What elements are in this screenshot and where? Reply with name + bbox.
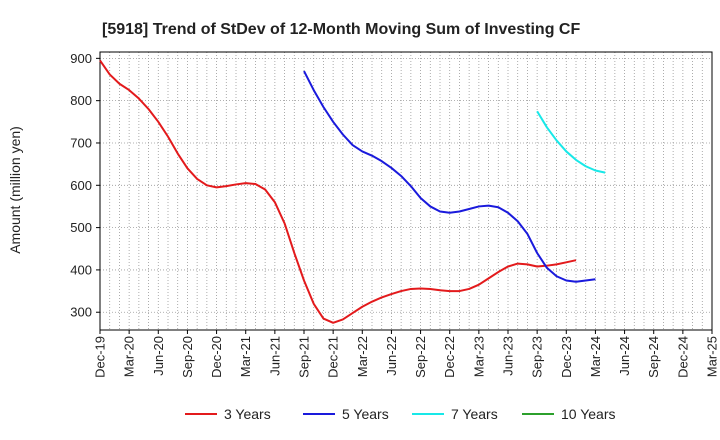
- legend-item-3-years: 3 Years: [185, 406, 271, 422]
- x-tick-label: Jun-20: [151, 336, 166, 376]
- y-tick-label: 800: [70, 93, 92, 108]
- x-tick-label: Jun-22: [384, 336, 399, 376]
- x-tick-label: Dec-21: [326, 336, 341, 378]
- x-tick-label: Mar-25: [705, 336, 720, 377]
- x-tick-label: Dec-23: [559, 336, 574, 378]
- chart-title: [5918] Trend of StDev of 12-Month Moving…: [102, 21, 580, 38]
- x-tick-label: Mar-21: [238, 336, 253, 377]
- y-tick-label: 500: [70, 220, 92, 235]
- x-tick-label: Mar-20: [122, 336, 137, 377]
- legend-label: 10 Years: [561, 406, 616, 422]
- x-tick-label: Sep-20: [180, 336, 195, 378]
- y-tick-label: 300: [70, 305, 92, 320]
- x-tick-label: Dec-19: [93, 336, 108, 378]
- y-tick-label: 600: [70, 178, 92, 193]
- x-tick-label: Sep-22: [413, 336, 428, 378]
- legend-label: 7 Years: [451, 406, 498, 422]
- y-axis-label: Amount (million yen): [7, 126, 23, 254]
- legend-item-5-years: 5 Years: [303, 406, 389, 422]
- legend-item-10-years: 10 Years: [522, 406, 616, 422]
- series-line-5-years: [303, 70, 596, 283]
- x-tick-label: Dec-24: [675, 336, 690, 378]
- x-tick-label: Mar-24: [588, 336, 603, 377]
- series-line-7-years: [536, 110, 606, 174]
- x-tick-label: Mar-22: [355, 336, 370, 377]
- legend-item-7-years: 7 Years: [412, 406, 498, 422]
- x-tick-label: Jun-24: [617, 336, 632, 376]
- x-tick-label: Dec-20: [209, 336, 224, 378]
- legend-label: 3 Years: [224, 406, 271, 422]
- x-tick-label: Jun-21: [267, 336, 282, 376]
- x-tick-label: Mar-23: [471, 336, 486, 377]
- x-tick-label: Dec-22: [442, 336, 457, 378]
- y-tick-label: 700: [70, 135, 92, 150]
- x-tick-label: Jun-23: [501, 336, 516, 376]
- y-tick-label: 900: [70, 51, 92, 66]
- x-tick-label: Sep-21: [297, 336, 312, 378]
- x-tick-label: Sep-24: [646, 336, 661, 378]
- series-line-3-years: [99, 59, 577, 324]
- plot-frame: [99, 51, 713, 331]
- x-tick-labels: Dec-19 Mar-20 Jun-20 Sep-20 Dec-20 Mar-21 Jun-…: [93, 330, 720, 378]
- grid-layer: [100, 52, 712, 330]
- legend-label: 5 Years: [342, 406, 389, 422]
- legend: 3 Years 5 Years 7 Years 10 Years: [185, 406, 616, 422]
- y-tick-labels: 300 400 500 600 700 800 900: [70, 51, 100, 320]
- series-layer: [99, 59, 606, 324]
- y-tick-label: 400: [70, 262, 92, 277]
- x-tick-label: Sep-23: [530, 336, 545, 378]
